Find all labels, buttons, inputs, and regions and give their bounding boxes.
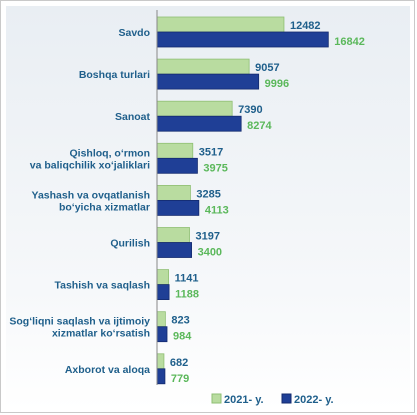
bar-2021 (156, 16, 285, 33)
bar-2021 (156, 227, 190, 243)
value-label-2021: 12482 (290, 20, 321, 32)
value-label-2021: 3197 (196, 231, 220, 243)
category-labels: Savdo Boshqa turlari Sanoat Qishloq, o‘rmon… (9, 27, 150, 376)
bar-2022 (156, 31, 329, 48)
bar-2022 (156, 73, 260, 90)
category-label: Sog‘liqni saqlash va ijtimoiy (9, 316, 150, 328)
value-label-2021: 3517 (199, 146, 223, 158)
value-label-2022: 1188 (175, 289, 199, 301)
bar-2022 (156, 326, 168, 343)
bar-2021 (156, 142, 194, 159)
bars (156, 16, 329, 385)
category-label: Savdo (118, 27, 150, 39)
legend: 2021- y. 2022- y. (211, 393, 334, 406)
legend-swatch-2022 (281, 393, 292, 404)
bar-2021 (156, 311, 166, 328)
value-label-2022: 3975 (203, 162, 227, 174)
bar-2022 (156, 199, 200, 216)
category-label: Sanoat (115, 111, 151, 123)
value-label-2021: 823 (171, 315, 189, 327)
legend-label-2022: 2022- y. (294, 394, 334, 406)
bar-2022 (156, 284, 170, 301)
legend-label-2021: 2021- y. (224, 394, 264, 406)
bar-2022 (156, 242, 192, 258)
value-label-2022: 16842 (334, 36, 365, 48)
value-label-2022: 984 (173, 331, 192, 343)
value-label-2022: 8274 (247, 120, 272, 132)
category-label: Qurilish (110, 238, 150, 250)
bar-2021 (156, 353, 165, 370)
category-label: Yashash va ovqatlanish (32, 189, 150, 201)
value-label-2022: 779 (171, 373, 189, 385)
value-label-2021: 682 (170, 357, 188, 369)
category-label: bo‘yicha xizmatlar (59, 201, 150, 213)
category-label: Boshqa turlari (79, 69, 150, 81)
value-label-2021: 9057 (255, 62, 279, 74)
bar-2021 (156, 100, 233, 117)
bar-2021 (156, 269, 170, 286)
category-label: xizmatlar ko‘rsatish (52, 328, 150, 340)
bar-2022 (156, 368, 166, 385)
bar-2021 (156, 184, 191, 201)
category-label: Qishloq, o‘rmon (70, 147, 151, 159)
value-label-2022: 3400 (198, 247, 222, 259)
category-label: Axborot va aloqa (65, 364, 150, 376)
value-label-2022: 4113 (205, 204, 229, 216)
bar-2022 (156, 115, 242, 132)
value-label-2021: 3285 (196, 188, 220, 200)
bar-2021 (156, 58, 250, 75)
value-labels: 12482 16842 9057 9996 7390 8274 3517 3975 3285 41… (170, 20, 365, 385)
bar-2022 (156, 157, 198, 174)
legend-swatch-2021 (211, 393, 222, 404)
value-label-2021: 7390 (238, 104, 262, 116)
value-label-2021: 1141 (175, 273, 199, 285)
category-label: va baliqchilik xo‘jaliklari (30, 159, 150, 171)
category-label: Tashish va saqlash (54, 280, 150, 292)
value-label-2022: 9996 (265, 78, 289, 90)
